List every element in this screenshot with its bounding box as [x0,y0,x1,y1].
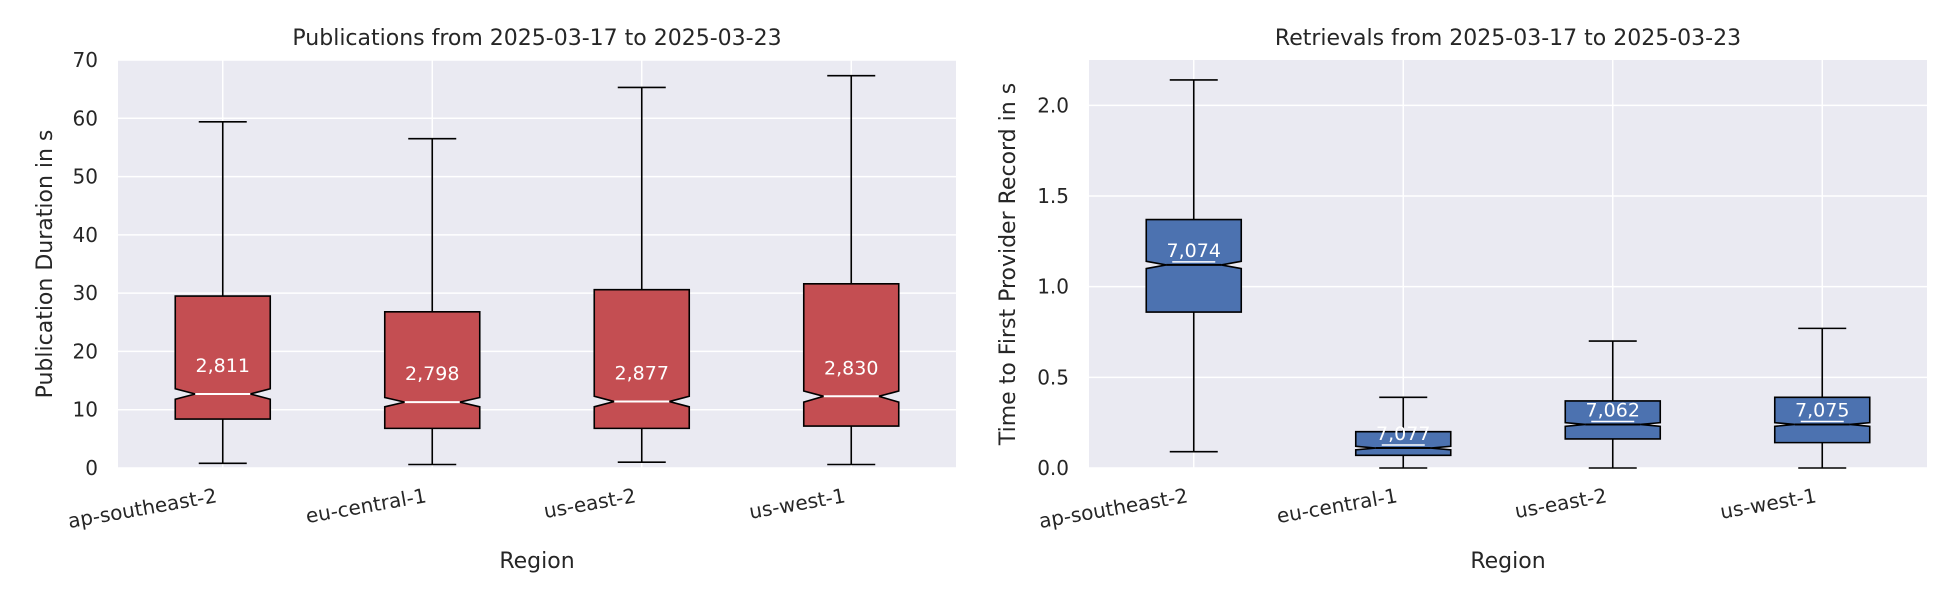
count-label: 7,074 [1167,240,1221,262]
y-tick-label: 1.0 [1037,275,1069,299]
y-tick-label: 1.5 [1037,184,1069,208]
box-body [593,288,691,430]
box-us-west-1: 2,830 [802,74,900,466]
y-tick-label: 50 [73,165,98,189]
box-body [802,283,900,427]
box-body [383,310,481,430]
box-body [1773,396,1871,444]
y-tick-label: 40 [73,223,98,247]
x-axis-label: Region [1470,549,1545,574]
count-label: 7,062 [1586,399,1640,421]
boxes: 2,811 2,798 2,877 2,830 [174,74,900,466]
y-tick-labels: 0.0 0.5 1.0 1.5 2.0 [1037,93,1069,480]
box-body [1354,430,1452,457]
count-label: 2,830 [824,357,878,379]
box-eu-central-1: 7,077 [1354,396,1452,469]
count-label: 2,877 [615,363,669,385]
y-tick-label: 0 [85,456,98,480]
y-tick-label: 20 [73,339,98,363]
count-label: 7,075 [1795,399,1849,421]
box-us-west-1: 7,075 [1773,327,1871,469]
y-tick-label: 0.0 [1037,456,1069,480]
x-axis-label: Region [499,549,574,574]
y-axis-label: Publication Duration in s [33,130,58,399]
box-us-east-2: 2,877 [593,86,691,463]
box-ap-southeast-2: 2,811 [174,120,272,465]
y-tick-label: 30 [73,281,98,305]
count-label: 2,811 [196,355,250,377]
count-label: 2,798 [405,363,459,385]
box-body [174,295,272,420]
chart-title: Publications from 2025-03-17 to 2025-03-… [292,26,781,51]
y-tick-label: 2.0 [1037,93,1069,117]
y-tick-label: 0.5 [1037,365,1069,389]
chart-title: Retrievals from 2025-03-17 to 2025-03-23 [1275,26,1741,51]
box-ap-southeast-2: 7,074 [1145,79,1243,453]
y-tick-label: 60 [73,106,98,130]
box-body [1564,400,1662,440]
boxes: 7,074 7,077 7,062 7,075 [1145,79,1871,469]
y-tick-label: 70 [73,48,98,72]
box-us-east-2: 7,062 [1564,340,1662,469]
y-axis-label: Time to First Provider Record in s [996,83,1021,446]
box-eu-central-1: 2,798 [383,137,481,466]
y-tick-label: 10 [73,398,98,422]
y-tick-labels: 0 10 20 30 40 50 60 70 [73,48,98,480]
count-label: 7,077 [1376,423,1430,445]
